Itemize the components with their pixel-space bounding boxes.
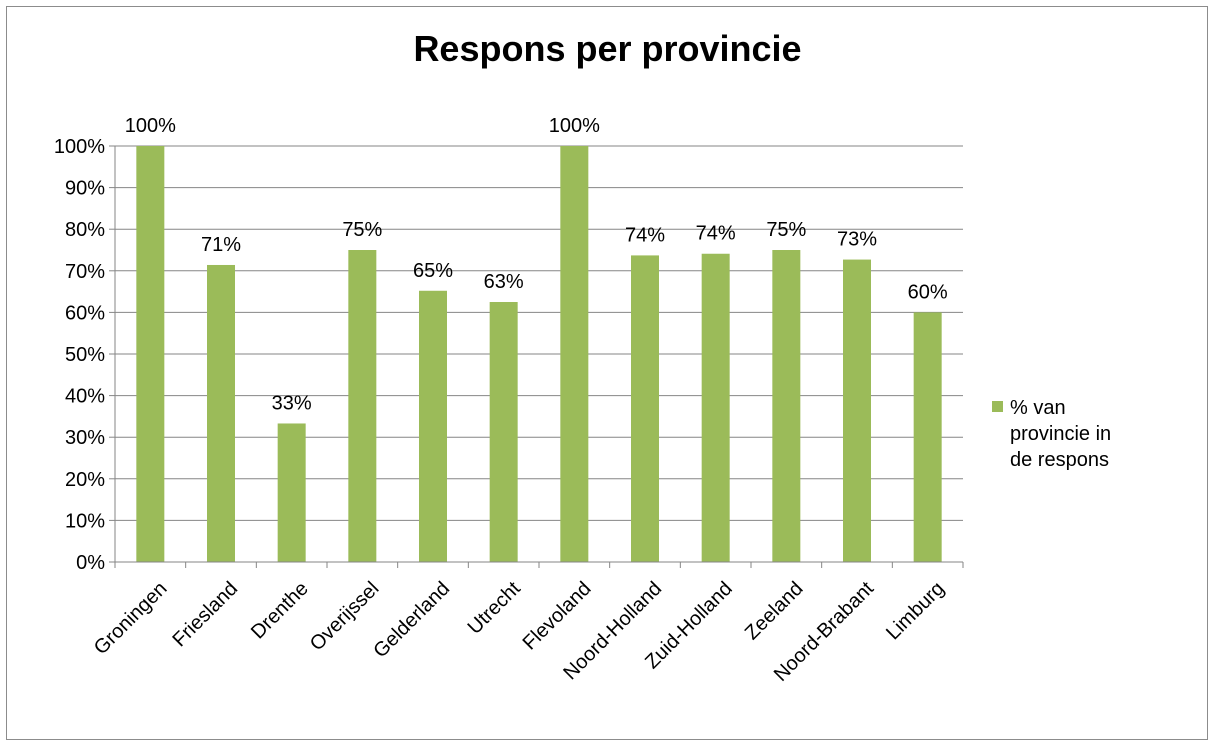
bar <box>136 146 165 562</box>
bar <box>419 290 447 562</box>
y-tick-label: 80% <box>65 219 105 241</box>
y-tick-label: 70% <box>65 261 105 283</box>
chart-title: Respons per provincie <box>413 28 802 69</box>
y-tick-label: 90% <box>65 178 105 200</box>
y-tick-label: 0% <box>76 552 105 574</box>
x-tick-label: Gelderland <box>369 578 454 663</box>
legend-label: % van <box>1010 397 1066 419</box>
y-tick-label: 50% <box>65 344 105 366</box>
bar <box>277 423 306 562</box>
x-tick-label: Utrecht <box>464 577 525 638</box>
data-label: 100% <box>125 115 176 137</box>
bar <box>701 253 730 562</box>
bar <box>489 302 518 562</box>
y-tick-label: 30% <box>65 427 105 449</box>
y-tick-label: 10% <box>65 510 105 532</box>
legend-label: de respons <box>1010 449 1109 471</box>
bar <box>560 146 589 562</box>
bar <box>913 312 942 562</box>
data-label: 100% <box>549 115 600 137</box>
y-tick-label: 60% <box>65 302 105 324</box>
x-tick-label: Drenthe <box>247 578 313 644</box>
bar <box>772 250 801 562</box>
x-tick-label: Groningen <box>90 578 172 660</box>
data-label: 33% <box>272 392 312 414</box>
y-axis: 0% 10% 20% 30% 40% 50% 60% 70% 80% 90% 100% <box>54 136 116 574</box>
y-tick-label: 40% <box>65 386 105 408</box>
data-label: 74% <box>696 223 736 245</box>
x-tick-label: Zeeland <box>741 578 808 645</box>
data-label: 74% <box>625 224 665 246</box>
bar <box>631 255 659 562</box>
y-tick-label: 100% <box>54 136 105 158</box>
data-label: 65% <box>413 260 453 282</box>
y-tick-label: 20% <box>65 469 105 491</box>
bar <box>348 250 377 562</box>
data-label: 75% <box>342 219 382 241</box>
x-tick-label: Friesland <box>168 578 242 652</box>
x-tick-label: Limburg <box>882 578 949 645</box>
bar <box>843 259 871 562</box>
bar <box>207 264 235 562</box>
data-label: 75% <box>766 219 806 241</box>
data-labels: 100% 71% 33% 75% 65% 63% 100% 74% 74% 75% 73% 60% <box>125 115 948 414</box>
data-label: 63% <box>484 271 524 293</box>
data-label: 60% <box>908 281 948 303</box>
bars <box>136 146 942 562</box>
legend-label: provincie in <box>1010 423 1111 445</box>
legend-swatch <box>992 401 1003 412</box>
data-label: 71% <box>201 234 241 256</box>
data-label: 73% <box>837 229 877 251</box>
legend: % van provincie in de respons <box>992 397 1111 471</box>
gridlines <box>115 145 963 563</box>
chart-area <box>6 6 1208 740</box>
